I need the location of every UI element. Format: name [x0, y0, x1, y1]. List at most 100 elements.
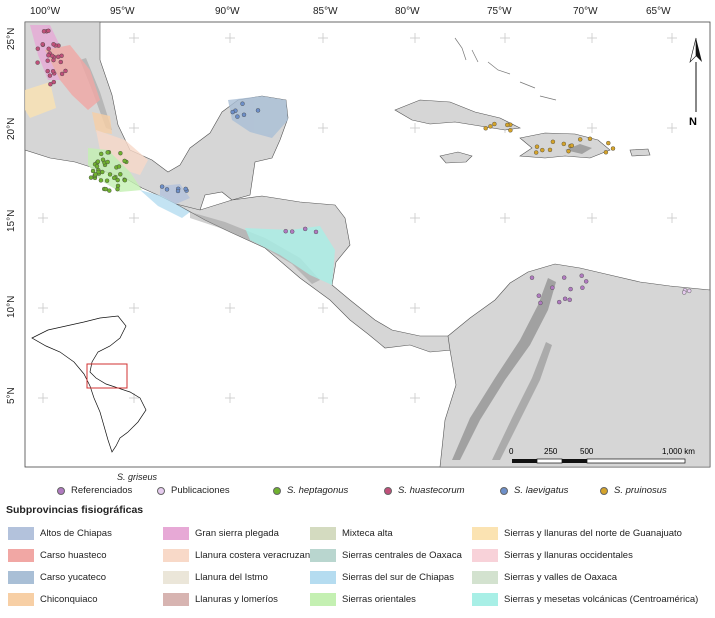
- subprovince-item: Mixteca alta: [310, 522, 462, 544]
- occurrence-point: [568, 286, 573, 292]
- occurrence-point: [303, 226, 308, 232]
- occurrence-point: [540, 147, 545, 153]
- subprovince-swatch: [8, 548, 34, 562]
- latitude-labels: 25°N 20°N 15°N 10°N 5°N: [6, 28, 17, 404]
- scale-bar: 0 250 500 1,000 km: [509, 447, 695, 464]
- occurrence-point: [578, 137, 583, 142]
- jamaica-land: [439, 151, 473, 164]
- region-sierras-llanuras-norte-guanajuato: [25, 82, 56, 118]
- region-sierras-del-sur-de-chiapas: [140, 190, 190, 218]
- subprovince-column: Altos de Chiapas Carso huasteco Carso yu…: [8, 522, 112, 610]
- occurrence-point: [115, 177, 120, 183]
- occurrence-point: [98, 178, 104, 183]
- legend-item-heptagonus: S. heptagonus: [273, 485, 348, 496]
- occurrence-point: [557, 299, 562, 305]
- occurrence-point: [58, 59, 63, 65]
- occurrence-point: [569, 143, 574, 148]
- subprovince-label: Sierras y llanuras occidentales: [504, 549, 633, 561]
- lat-label: 10°N: [6, 296, 17, 318]
- occurrence-point: [183, 186, 188, 192]
- subprovince-column: Sierras y llanuras del norte de Guanajua…: [472, 522, 698, 610]
- lon-label: 90°W: [215, 6, 240, 17]
- subprovince-label: Mixteca alta: [342, 527, 393, 539]
- legend-label: Publicaciones: [171, 485, 230, 496]
- occurrence-point: [606, 140, 611, 146]
- occurrence-point: [687, 288, 692, 294]
- occurrence-point: [94, 164, 100, 169]
- legend-dot: [384, 486, 392, 495]
- occurrence-point: [587, 136, 593, 142]
- subprovince-item: Llanuras y lomeríos: [163, 588, 315, 610]
- occurrence-point: [35, 46, 40, 51]
- region-chiconquiaco: [92, 112, 112, 134]
- occurrence-point: [46, 53, 51, 58]
- subprovince-swatch: [163, 592, 189, 606]
- occurrence-point: [534, 150, 539, 155]
- occurrence-point: [90, 168, 96, 174]
- lon-label: 100°W: [30, 6, 61, 17]
- occurrence-point: [584, 279, 589, 284]
- subprovince-swatch: [8, 526, 34, 540]
- lat-label: 20°N: [6, 118, 17, 140]
- occurrence-point: [682, 290, 687, 295]
- legend-item-pruinosus: S. pruinosus: [600, 485, 667, 496]
- occurrence-point: [59, 71, 65, 77]
- occurrence-point: [56, 54, 61, 59]
- occurrence-point: [105, 150, 110, 155]
- occurrence-point: [488, 124, 493, 129]
- occurrence-point: [111, 175, 117, 181]
- subprovince-item: Sierras y llanuras occidentales: [472, 544, 698, 566]
- occurrence-point: [41, 29, 47, 34]
- species-group-label: S. griseus: [117, 472, 158, 482]
- occurrence-point: [103, 186, 109, 192]
- lon-label: 75°W: [487, 6, 512, 17]
- lat-label: 15°N: [6, 210, 17, 232]
- occurrence-point: [603, 150, 609, 155]
- subprovince-item: Sierras del sur de Chiapas: [310, 566, 462, 588]
- occurrence-point: [283, 228, 288, 234]
- occurrence-point: [610, 146, 616, 151]
- occurrence-point: [159, 184, 165, 189]
- legend-item-referenciados: Referenciados: [57, 485, 132, 496]
- occurrence-point: [100, 157, 106, 162]
- occurrence-point: [240, 101, 245, 106]
- subprovince-column: Gran sierra plegada Llanura costera vera…: [163, 522, 315, 610]
- occurrence-point: [255, 108, 261, 113]
- subprovince-label: Sierras y valles de Oaxaca: [504, 571, 617, 583]
- subprovince-swatch: [163, 548, 189, 562]
- subprovince-swatch: [472, 526, 498, 540]
- subprovince-swatch: [8, 570, 34, 584]
- legend-dot: [57, 486, 65, 495]
- occurrence-point: [579, 273, 584, 278]
- scale-tick-500: 500: [580, 447, 594, 456]
- occurrence-point: [118, 150, 123, 156]
- scale-tick-1000: 1,000 km: [662, 447, 695, 456]
- inset-map: [31, 315, 147, 453]
- occurrence-point: [115, 183, 121, 189]
- inset-extent-box: [86, 363, 128, 389]
- occurrence-point: [534, 144, 540, 149]
- occurrence-point: [105, 159, 110, 165]
- occurrence-point: [93, 172, 98, 177]
- occurrence-point: [230, 109, 235, 115]
- occurrence-point: [538, 300, 543, 306]
- subprovince-swatch: [472, 570, 498, 584]
- occurrence-point: [580, 285, 585, 290]
- legend-dot: [500, 486, 508, 495]
- legend-dot: [273, 486, 281, 495]
- occurrence-point: [48, 81, 53, 87]
- legend-item-publicaciones: Publicaciones: [157, 485, 230, 496]
- occurrence-point: [561, 141, 566, 147]
- lat-label: 5°N: [6, 387, 17, 404]
- subprovince-item: Sierras centrales de Oaxaca: [310, 544, 462, 566]
- legend-label: S. heptagonus: [287, 485, 349, 496]
- legend-label: S. huastecorum: [398, 485, 465, 496]
- legend-item-huastecorum: S. huastecorum: [384, 485, 465, 496]
- subprovince-label: Carso huasteco: [40, 549, 107, 561]
- subprovince-swatch: [8, 592, 34, 606]
- occurrence-point: [46, 28, 51, 33]
- occurrence-legend: Referenciados Publicaciones S. heptagonu…: [0, 476, 715, 504]
- subprovince-item: Llanura costera veracruzana: [163, 544, 315, 566]
- subprovince-item: Sierras y mesetas volcánicas (Centroamér…: [472, 588, 698, 610]
- occurrence-point: [164, 187, 170, 192]
